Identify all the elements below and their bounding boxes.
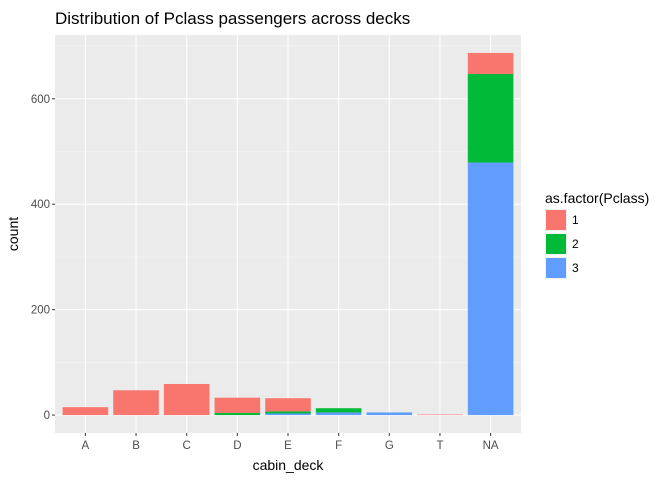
bar-NA-class-2 — [467, 74, 514, 163]
bar-A-class-1 — [62, 407, 109, 416]
bar-NA-class-3 — [467, 162, 514, 416]
x-tick-label: G — [385, 440, 394, 452]
x-tick-label: B — [132, 440, 140, 452]
legend-title: as.factor(Pclass) — [545, 190, 649, 206]
gridlines — [55, 35, 521, 433]
x-tick-label: D — [233, 440, 241, 452]
x-tick-label: C — [183, 440, 191, 452]
bars — [62, 52, 514, 416]
legend-label-1: 1 — [572, 213, 579, 227]
bar-F-class-3 — [315, 412, 362, 416]
bar-E-class-3 — [265, 413, 311, 416]
x-tick-label: T — [436, 440, 443, 452]
y-axis: 0 200 400 600 — [31, 94, 55, 422]
bar-T-class-1 — [417, 414, 463, 416]
x-tick-label: E — [284, 440, 292, 452]
legend-key-1 — [546, 210, 566, 230]
y-tick-label: 400 — [31, 199, 50, 211]
bar-D-class-1 — [214, 397, 261, 413]
bar-F-class-2 — [315, 408, 362, 413]
y-axis-title: count — [5, 217, 21, 251]
y-tick-label: 600 — [31, 94, 50, 106]
bar-G-class-3 — [366, 412, 413, 416]
x-tick-label: F — [335, 440, 342, 452]
legend: as.factor(Pclass) 1 2 3 — [545, 190, 649, 279]
bar-NA-class-1 — [467, 52, 514, 75]
bar-C-class-1 — [163, 383, 210, 416]
x-tick-label: A — [82, 440, 90, 452]
legend-key-3 — [546, 258, 566, 278]
bar-B-class-1 — [113, 390, 159, 416]
legend-label-2: 2 — [572, 237, 579, 251]
bar-E-class-2 — [265, 411, 311, 414]
x-axis-title: cabin_deck — [253, 457, 325, 473]
y-tick-label: 200 — [31, 305, 50, 317]
legend-label-3: 3 — [572, 261, 579, 275]
bar-E-class-1 — [265, 398, 311, 412]
legend-key-2 — [546, 234, 566, 254]
y-tick-label: 0 — [44, 410, 50, 422]
x-tick-label: NA — [483, 440, 499, 452]
chart-title: Distribution of Pclass passengers across… — [55, 9, 410, 28]
x-axis: A B C D E F G T NA — [82, 433, 499, 452]
bar-D-class-2 — [214, 412, 261, 416]
